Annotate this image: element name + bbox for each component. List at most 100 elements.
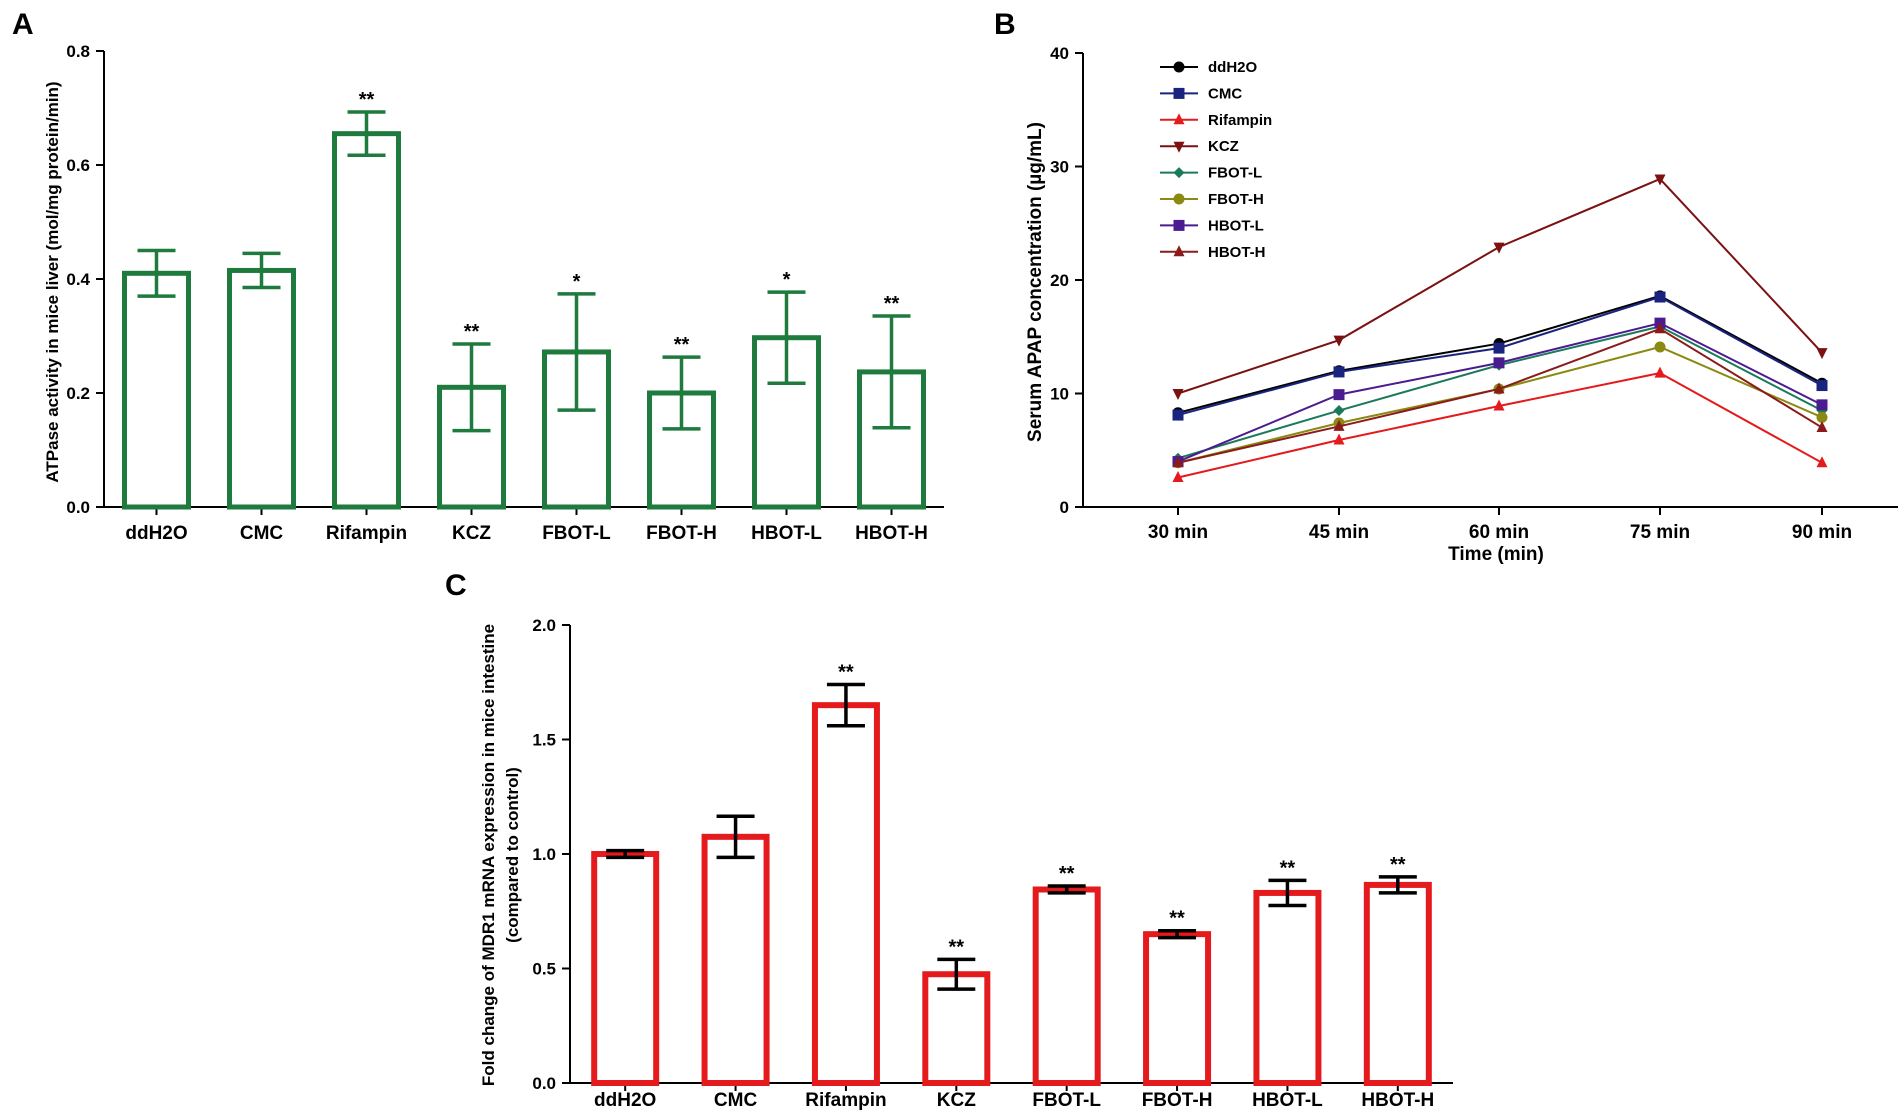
panel-b-point-cmc [1654,291,1666,303]
panel-c-category-label: FBOT-H [1142,1090,1213,1111]
panel-b-legend-marker-kcz [1173,141,1185,153]
panel-b-point-kcz [1333,335,1345,347]
panel-c-bar [701,833,770,1087]
panel-b-point-hbot-h [1654,322,1666,334]
panel-c-bar [1363,881,1432,1086]
panel-c-y-tick-label: 1.5 [532,731,556,750]
panel-c-significance-label: ** [1390,854,1406,876]
panel-b-point-rifampin [1654,366,1666,378]
panel-a-significance-label: * [783,269,791,291]
panel-b-legend-label-fbot-h: FBOT-H [1208,191,1264,208]
panel-b-point-rifampin [1493,399,1505,411]
panel-b-y-tick-label: 20 [1050,271,1069,290]
panel-a-bar [122,270,191,510]
panel-a-category-label: Rifampin [326,523,407,544]
panel-b-point-rifampin [1816,456,1828,468]
panel-b-legend-label-rifampin: Rifampin [1208,112,1272,129]
panel-b-point-fbot-l [1333,405,1345,417]
panel-a-y-tick-label: 0.8 [66,42,90,61]
panel-c-category-label: KCZ [937,1090,976,1111]
panel-a-significance-label: ** [884,293,900,315]
panel-b-y-axis-title: Serum APAP concentration (µg/mL) [1025,122,1046,442]
panel-a-y-axis-title: ATPase activity in mice liver (mol/mg pr… [43,81,62,482]
panel-c-category-label: ddH2O [594,1090,656,1111]
panel-a-letter: A [12,8,34,41]
panel-b-legend: ddH2O CMC Rifampin KCZ FBOT-L FBOT-H HBOT-L HBO… [1160,59,1272,261]
panel-a-category-label: FBOT-H [646,523,717,544]
panel-a-bar [332,131,401,510]
panel-b-point-cmc [1493,342,1505,354]
panel-b-x-tick-label: 30 min [1148,522,1208,543]
panel-c-bar [1032,886,1101,1086]
panel-c-y-axis-title-line2: (compared to control) [503,767,522,943]
panel-c-category-label: FBOT-L [1032,1090,1101,1111]
panel-b-point-kcz [1654,174,1666,186]
panel-b-x-tick-label: 60 min [1469,522,1529,543]
panel-c-bar [922,971,991,1086]
panel-b-point-cmc [1333,366,1345,378]
panel-b-legend-label-hbot-l: HBOT-L [1208,217,1264,234]
panel-b-point-rifampin [1333,433,1345,445]
panel-a-category-label: ddH2O [125,523,187,544]
panel-b-point-cmc [1816,380,1828,392]
panel-b-point-cmc [1172,409,1184,421]
panel-c-significance-label: ** [1059,863,1075,885]
panel-a-bar [227,267,296,510]
panel-c-bar [591,851,660,1086]
panel-c-y-tick-label: 2.0 [532,616,556,635]
panel-b-legend-marker-fbot-h [1173,193,1185,205]
panel-c-bar [1253,889,1322,1086]
panel-c: C Fold change of MDR1 mRNA expression in… [445,569,1453,1111]
panel-b-point-hbot-l [1493,357,1505,369]
panel-b-point-kcz [1493,242,1505,254]
panel-b-x-tick-label: 75 min [1630,522,1690,543]
panel-a-significance-label: ** [359,89,375,111]
panel-b-legend-marker-ddh2o [1173,61,1185,73]
panel-b-point-hbot-h [1172,456,1184,468]
panel-c-significance-label: ** [949,936,965,958]
panel-b-legend-marker-rifampin [1173,113,1185,125]
panel-b-legend-label-hbot-h: HBOT-H [1208,244,1266,261]
panel-b-point-hbot-l [1816,399,1828,411]
panel-c-significance-label: ** [1169,908,1185,930]
panel-c-significance-label: ** [1280,857,1296,879]
panel-b-legend-marker-cmc [1173,87,1185,99]
panel-a-y-tick-label: 0.6 [66,156,90,175]
panel-b-plot: 0 10 20 30 40 30 min 45 min 60 min 75 min 90 min [1050,44,1898,543]
panel-b-y-tick-label: 10 [1050,385,1069,404]
panel-c-category-label: CMC [714,1090,758,1111]
panel-a-significance-label: ** [464,321,480,343]
panel-a-significance-label: * [573,271,581,293]
panel-c-category-label: HBOT-H [1361,1090,1434,1111]
panel-b-y-tick-label: 40 [1050,44,1069,63]
panel-b-legend-marker-hbot-l [1173,219,1185,231]
panel-b-point-hbot-l [1333,389,1345,401]
panel-b-x-axis-title: Time (min) [1448,544,1544,565]
panel-a-y-tick-label: 0.0 [66,498,90,517]
panel-b-point-fbot-h [1654,341,1666,353]
panel-c-letter: C [445,569,467,602]
panel-a-plot: 0.0 0.2 0.4 0.6 0.8 ddH2O CMC ** Rifampin ** KCZ * F… [66,42,944,544]
panel-a-y-tick-label: 0.4 [66,270,90,289]
panel-c-category-label: HBOT-L [1252,1090,1323,1111]
panel-c-y-tick-label: 0.5 [532,960,556,979]
panel-a-category-label: FBOT-L [542,523,611,544]
panel-a-category-label: HBOT-L [751,523,822,544]
panel-c-y-axis-title: Fold change of MDR1 mRNA expression in m… [479,624,498,1086]
panel-b-legend-marker-fbot-l [1173,167,1185,179]
panel-a-significance-label: ** [674,334,690,356]
panel-b-legend-label-ddh2o: ddH2O [1208,59,1258,76]
panel-b-legend-label-kcz: KCZ [1208,138,1239,155]
panel-b-point-hbot-h [1493,382,1505,394]
panel-b-legend-marker-hbot-h [1173,245,1185,257]
panel-c-y-tick-label: 1.0 [532,845,556,864]
panel-c-bar [811,702,880,1087]
panel-b-x-tick-label: 90 min [1792,522,1852,543]
panel-b-legend-label-fbot-l: FBOT-L [1208,165,1262,182]
panel-b-letter: B [994,8,1016,41]
panel-b-point-kcz [1172,389,1184,400]
panel-a-category-label: KCZ [452,523,491,544]
panel-c-bar [1143,931,1212,1087]
